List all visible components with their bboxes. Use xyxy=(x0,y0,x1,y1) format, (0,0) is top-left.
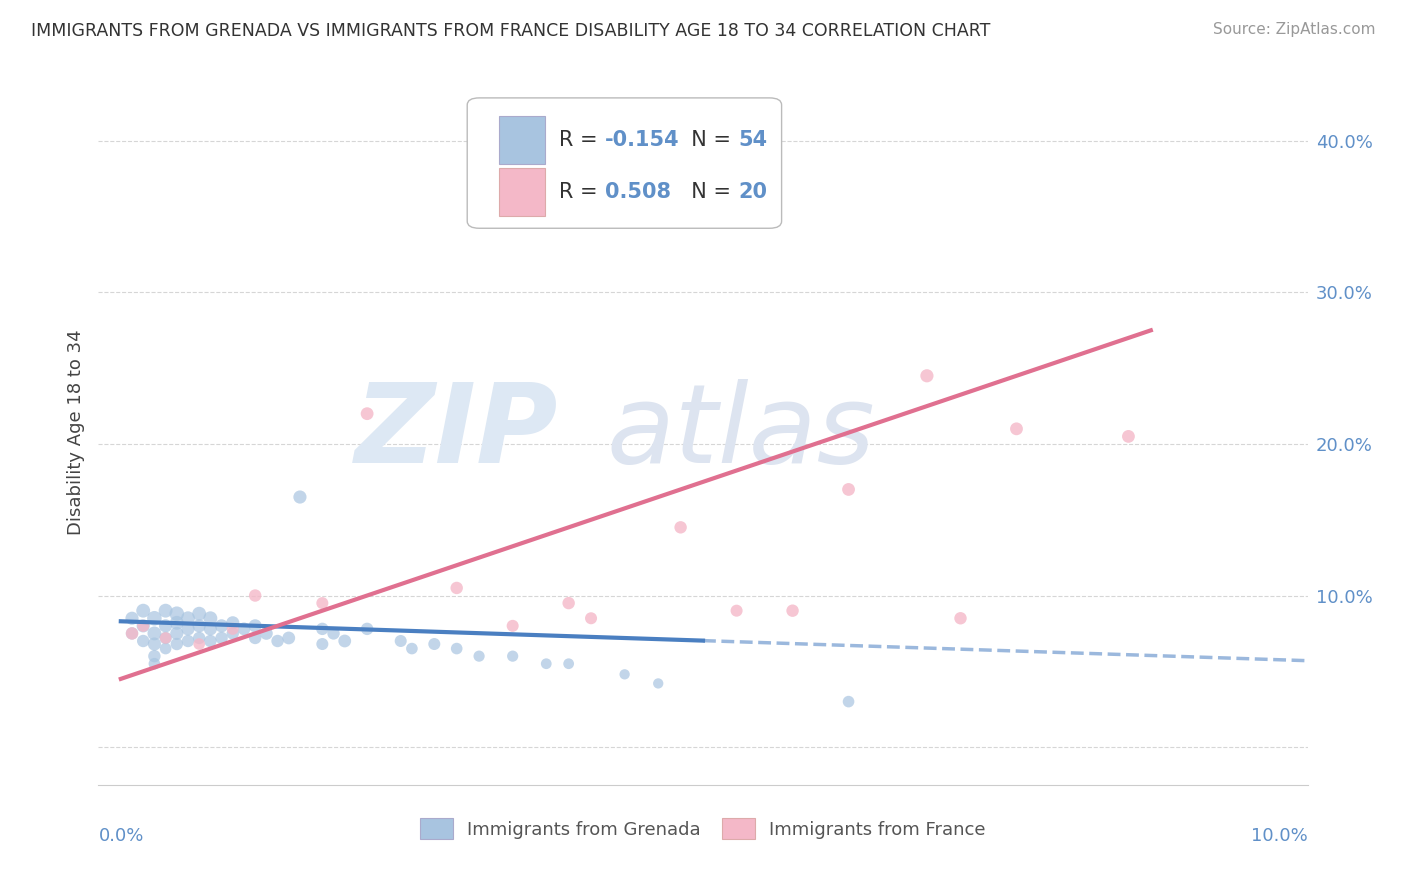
Text: atlas: atlas xyxy=(606,379,875,486)
Text: R =: R = xyxy=(560,182,605,202)
Point xyxy=(166,626,188,640)
Point xyxy=(647,676,669,690)
Point xyxy=(266,634,288,648)
Point xyxy=(669,520,692,534)
Point xyxy=(121,611,143,625)
Point xyxy=(177,622,200,636)
Point xyxy=(277,631,299,645)
Point xyxy=(401,641,423,656)
Point xyxy=(288,490,311,504)
Point xyxy=(166,615,188,630)
Point xyxy=(254,626,277,640)
Point xyxy=(155,631,177,645)
Point xyxy=(222,626,245,640)
Point xyxy=(132,604,155,618)
Point xyxy=(1118,429,1140,443)
Point xyxy=(356,407,378,421)
Text: 20: 20 xyxy=(738,182,768,202)
Point xyxy=(132,634,155,648)
Point xyxy=(143,626,166,640)
Legend: Immigrants from Grenada, Immigrants from France: Immigrants from Grenada, Immigrants from… xyxy=(413,811,993,847)
Point xyxy=(132,619,155,633)
Y-axis label: Disability Age 18 to 34: Disability Age 18 to 34 xyxy=(66,330,84,535)
Point xyxy=(356,622,378,636)
Point xyxy=(177,611,200,625)
Point xyxy=(166,637,188,651)
Point xyxy=(211,631,233,645)
Point xyxy=(222,615,245,630)
Point xyxy=(143,657,166,671)
Point xyxy=(188,631,211,645)
Point xyxy=(579,611,602,625)
Point xyxy=(838,483,860,497)
FancyBboxPatch shape xyxy=(467,98,782,228)
Text: N =: N = xyxy=(678,182,737,202)
Point xyxy=(423,637,446,651)
Point xyxy=(838,695,860,709)
Point xyxy=(188,619,211,633)
Point xyxy=(177,634,200,648)
Point xyxy=(243,619,266,633)
Point xyxy=(188,607,211,621)
Point xyxy=(121,626,143,640)
Point xyxy=(311,637,333,651)
Point xyxy=(557,657,579,671)
Text: R =: R = xyxy=(560,130,605,150)
Point xyxy=(243,631,266,645)
Point xyxy=(1005,422,1028,436)
Text: Source: ZipAtlas.com: Source: ZipAtlas.com xyxy=(1212,22,1375,37)
Point xyxy=(143,649,166,664)
Point xyxy=(322,626,344,640)
Point xyxy=(502,619,524,633)
Point xyxy=(782,604,804,618)
Point xyxy=(557,596,579,610)
Point xyxy=(155,619,177,633)
Point xyxy=(211,619,233,633)
FancyBboxPatch shape xyxy=(499,169,544,216)
Point xyxy=(233,622,256,636)
Point xyxy=(243,589,266,603)
Point xyxy=(949,611,972,625)
Text: 54: 54 xyxy=(738,130,768,150)
FancyBboxPatch shape xyxy=(499,116,544,164)
Point xyxy=(143,611,166,625)
Point xyxy=(311,596,333,610)
Text: ZIP: ZIP xyxy=(354,379,558,486)
Point xyxy=(200,622,222,636)
Text: 0.0%: 0.0% xyxy=(98,827,143,846)
Point xyxy=(613,667,636,681)
Point xyxy=(155,631,177,645)
Point xyxy=(468,649,491,664)
Point xyxy=(155,641,177,656)
Point xyxy=(143,637,166,651)
Point xyxy=(915,368,938,383)
Point xyxy=(132,619,155,633)
Point xyxy=(725,604,748,618)
Text: 0.508: 0.508 xyxy=(605,182,671,202)
Point xyxy=(446,581,468,595)
Point xyxy=(121,626,143,640)
Point xyxy=(311,622,333,636)
Point xyxy=(188,637,211,651)
Point xyxy=(502,649,524,664)
Point xyxy=(155,604,177,618)
Text: 10.0%: 10.0% xyxy=(1251,827,1308,846)
Point xyxy=(222,622,245,636)
Point xyxy=(166,607,188,621)
Point xyxy=(389,634,412,648)
Point xyxy=(333,634,356,648)
Point xyxy=(200,611,222,625)
Text: IMMIGRANTS FROM GRENADA VS IMMIGRANTS FROM FRANCE DISABILITY AGE 18 TO 34 CORREL: IMMIGRANTS FROM GRENADA VS IMMIGRANTS FR… xyxy=(31,22,990,40)
Text: -0.154: -0.154 xyxy=(605,130,679,150)
Point xyxy=(536,657,558,671)
Point xyxy=(200,634,222,648)
Text: N =: N = xyxy=(678,130,737,150)
Point xyxy=(446,641,468,656)
